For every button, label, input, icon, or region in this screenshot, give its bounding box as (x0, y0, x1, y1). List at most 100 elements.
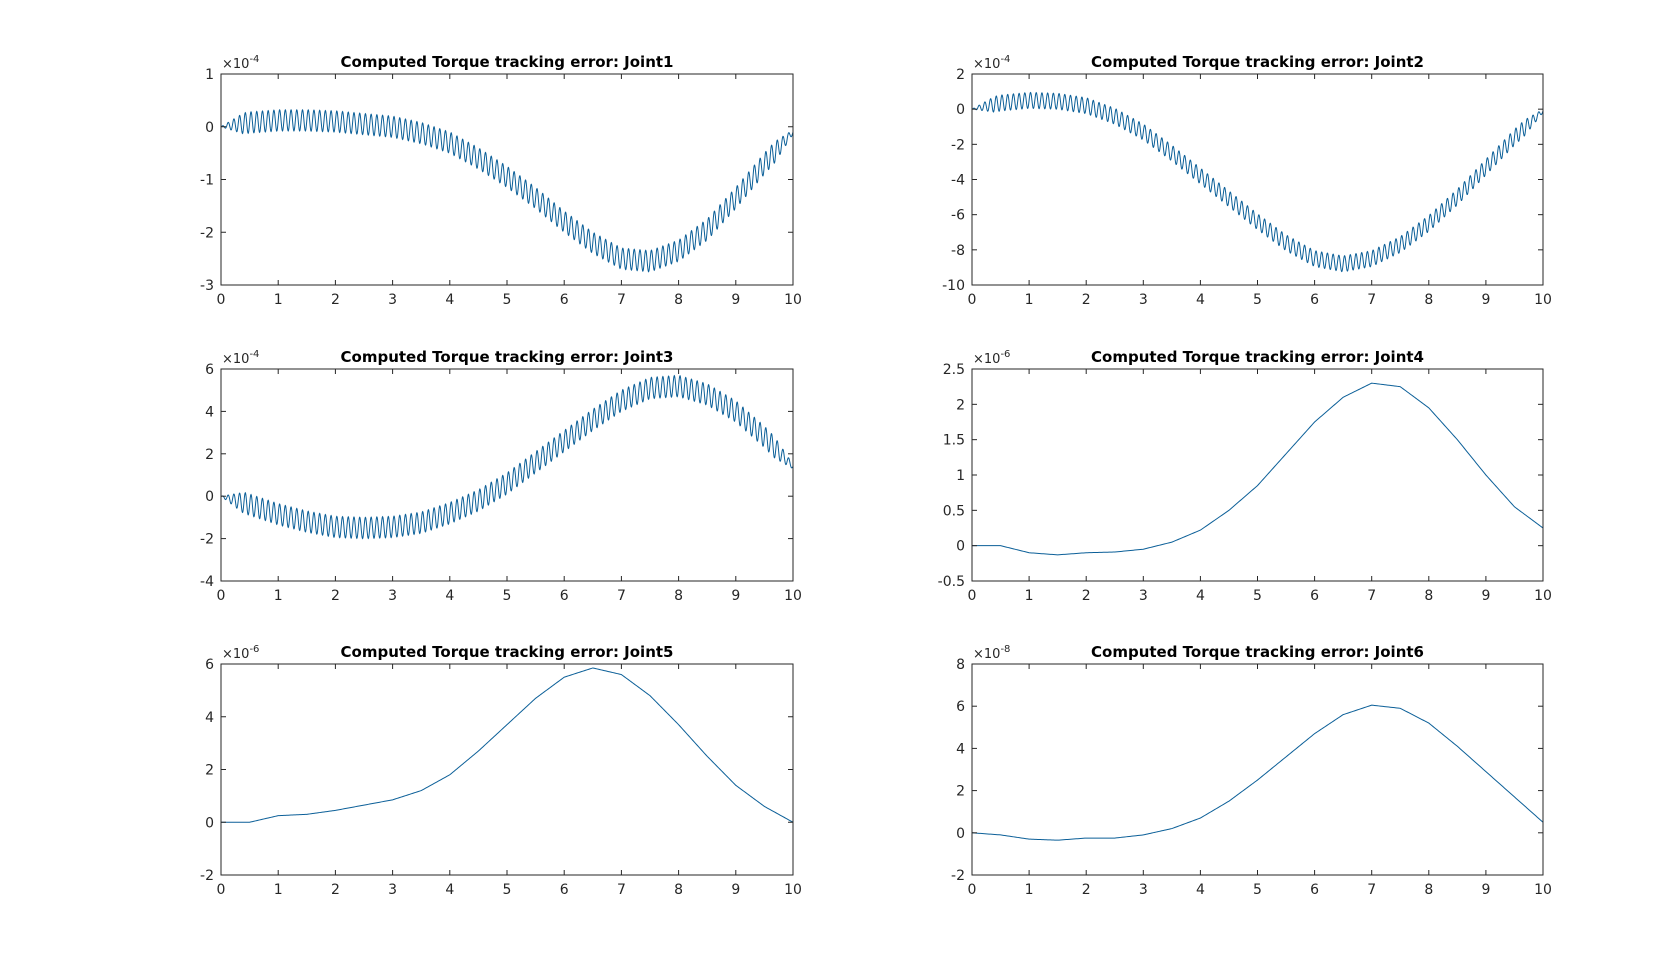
x-tick-label: 1 (1025, 292, 1034, 308)
y-tick-label: 0 (956, 826, 965, 842)
x-tick-label: 4 (445, 292, 454, 308)
x-tick-label: 6 (1310, 292, 1319, 308)
series-line-4-1 (972, 382, 1544, 556)
y-tick-label: 2 (205, 763, 214, 779)
x-tick-label: 7 (617, 588, 626, 604)
x-tick-label: 0 (968, 588, 977, 604)
x-tick-label: 8 (674, 882, 683, 898)
chart-title: Computed Torque tracking error: Joint5 (341, 643, 674, 661)
x-tick-label: 1 (1025, 588, 1034, 604)
x-tick-label: 0 (217, 292, 226, 308)
y-tick-label: 1 (205, 67, 214, 83)
y-tick-label: 0 (956, 539, 965, 555)
y-tick-label: 6 (956, 699, 965, 715)
subplot-2: 0 1 2 3 4 5 6 7 8 9 10 -10 -8 -6 -4 -2 0 2 ×10-4 Computed T… (942, 53, 1552, 308)
x-tick-label: 4 (445, 882, 454, 898)
x-tick-label: 7 (1367, 292, 1376, 308)
subplot-3: 0 1 2 3 4 5 6 7 8 9 10 -4 -2 0 2 4 6 ×10-4 Computed Torque… (200, 348, 802, 604)
y-tick-label: 4 (205, 710, 214, 726)
x-tick-label: 8 (1424, 882, 1433, 898)
series-line-2-1 (971, 91, 1544, 273)
series-line-3-1 (220, 374, 794, 540)
y-tick-label: -2 (200, 532, 214, 548)
y-tick-label: 0 (205, 120, 214, 136)
axes-box (971, 368, 1544, 582)
x-tick-label: 1 (1025, 882, 1034, 898)
y-tick-label: -2 (951, 137, 965, 153)
x-tick-label: 3 (1139, 292, 1148, 308)
x-tick-label: 8 (674, 588, 683, 604)
y-tick-label: -1 (200, 173, 214, 189)
x-tick-label: 2 (331, 588, 340, 604)
x-tick-label: 5 (503, 588, 512, 604)
x-tick-label: 2 (331, 292, 340, 308)
x-tick-label: 9 (731, 292, 740, 308)
y-tick-label: -8 (951, 243, 965, 259)
x-tick-label: 6 (560, 882, 569, 898)
x-tick-label: 2 (1082, 292, 1091, 308)
y-tick-label: 4 (205, 404, 214, 420)
x-tick-label: 1 (274, 882, 283, 898)
x-tick-label: 3 (1139, 882, 1148, 898)
chart-title: Computed Torque tracking error: Joint6 (1091, 643, 1424, 661)
x-tick-label: 8 (1424, 292, 1433, 308)
y-tick-label: 2.5 (943, 362, 965, 378)
x-tick-label: 6 (1310, 588, 1319, 604)
y-tick-label: 0 (205, 815, 214, 831)
y-tick-label: 2 (956, 67, 965, 83)
series-line-1-1 (220, 108, 794, 273)
x-tick-label: 1 (274, 292, 283, 308)
y-tick-label: -2 (200, 868, 214, 884)
y-tick-label: 2 (956, 397, 965, 413)
x-tick-label: 3 (388, 292, 397, 308)
x-tick-label: 5 (503, 292, 512, 308)
y-exponent-label: ×10-4 (973, 54, 1010, 72)
x-tick-label: 8 (1424, 588, 1433, 604)
subplot-1: 0 1 2 3 4 5 6 7 8 9 10 -3 -2 -1 0 1 ×10-4 Computed Torque… (200, 53, 802, 308)
x-tick-label: 10 (784, 882, 802, 898)
x-tick-label: 2 (1082, 882, 1091, 898)
chart-title: Computed Torque tracking error: Joint2 (1091, 53, 1424, 71)
y-exponent-label: ×10-6 (222, 644, 259, 662)
x-tick-label: 9 (731, 882, 740, 898)
y-tick-label: 0.5 (943, 503, 965, 519)
chart-title: Computed Torque tracking error: Joint4 (1091, 348, 1424, 366)
y-tick-label: -2 (200, 225, 214, 241)
x-tick-label: 7 (1367, 882, 1376, 898)
y-tick-label: 2 (205, 447, 214, 463)
x-tick-label: 5 (1253, 588, 1262, 604)
x-tick-label: 10 (784, 292, 802, 308)
chart-title: Computed Torque tracking error: Joint3 (341, 348, 674, 366)
y-tick-label: 2 (956, 784, 965, 800)
y-tick-label: 0 (205, 489, 214, 505)
x-tick-label: 3 (388, 882, 397, 898)
y-tick-label: 8 (956, 657, 965, 673)
x-tick-label: 3 (388, 588, 397, 604)
x-tick-label: 4 (1196, 882, 1205, 898)
subplot-4: 0 1 2 3 4 5 6 7 8 9 10-0.500.511.522.5×10-6 Compute… (938, 348, 1552, 604)
x-tick-label: 5 (1253, 292, 1262, 308)
y-exponent-label: ×10-4 (222, 54, 259, 72)
y-tick-label: -2 (951, 868, 965, 884)
x-tick-label: 0 (217, 882, 226, 898)
x-tick-label: 6 (560, 588, 569, 604)
x-tick-label: 6 (560, 292, 569, 308)
x-tick-label: 7 (617, 292, 626, 308)
x-tick-label: 4 (1196, 588, 1205, 604)
x-tick-label: 0 (217, 588, 226, 604)
y-tick-label: -10 (942, 278, 965, 294)
y-tick-label: -0.5 (938, 574, 965, 590)
x-tick-label: 7 (1367, 588, 1376, 604)
x-tick-label: 9 (1481, 882, 1490, 898)
y-tick-label: -6 (951, 208, 965, 224)
x-tick-label: 10 (1534, 588, 1552, 604)
x-tick-label: 2 (1082, 588, 1091, 604)
x-tick-label: 8 (674, 292, 683, 308)
x-tick-label: 3 (1139, 588, 1148, 604)
x-tick-label: 9 (1481, 588, 1490, 604)
x-tick-label: 1 (274, 588, 283, 604)
x-tick-label: 9 (731, 588, 740, 604)
